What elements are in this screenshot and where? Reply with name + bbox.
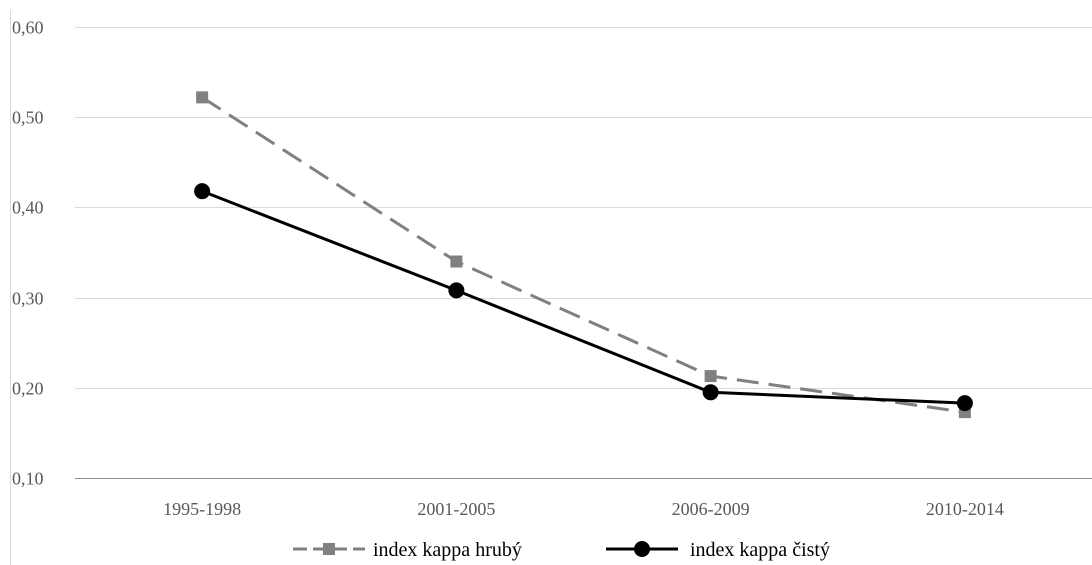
- x-tick-label: 2010-2014: [926, 499, 1004, 519]
- data-point: [702, 384, 719, 401]
- legend: index kappa hrubý index kappa čistý: [293, 539, 830, 561]
- x-tick-label: 1995-1998: [163, 499, 241, 519]
- data-point: [194, 183, 211, 200]
- axes: 0,10 0,20 0,30 0,40 0,50 0,60 1995-1998 2001-20…: [12, 18, 1092, 519]
- series: [194, 91, 973, 419]
- legend-label: index kappa čistý: [690, 539, 830, 561]
- legend-entry: index kappa čistý: [606, 539, 830, 561]
- legend-marker: [323, 543, 335, 555]
- legend-entry: index kappa hrubý: [293, 539, 522, 561]
- gridlines: [75, 27, 1092, 389]
- legend-label: index kappa hrubý: [373, 539, 522, 561]
- y-tick-label: 0,50: [12, 108, 44, 128]
- data-point: [704, 370, 717, 383]
- y-tick-label: 0,40: [12, 198, 44, 218]
- series-2: [194, 183, 973, 412]
- data-point: [450, 255, 463, 268]
- x-tick-label: 2001-2005: [417, 499, 495, 519]
- y-tick-label: 0,60: [12, 18, 44, 38]
- data-point: [196, 91, 209, 104]
- series-line: [201, 189, 965, 405]
- series-line: [201, 96, 966, 414]
- series-1: [196, 91, 971, 419]
- y-tick-label: 0,20: [12, 379, 44, 399]
- y-tick-label: 0,10: [12, 469, 44, 489]
- legend-marker: [634, 541, 650, 557]
- x-tick-label: 2006-2009: [672, 499, 750, 519]
- data-point: [956, 395, 973, 412]
- data-point: [448, 282, 465, 299]
- y-tick-label: 0,30: [12, 289, 44, 309]
